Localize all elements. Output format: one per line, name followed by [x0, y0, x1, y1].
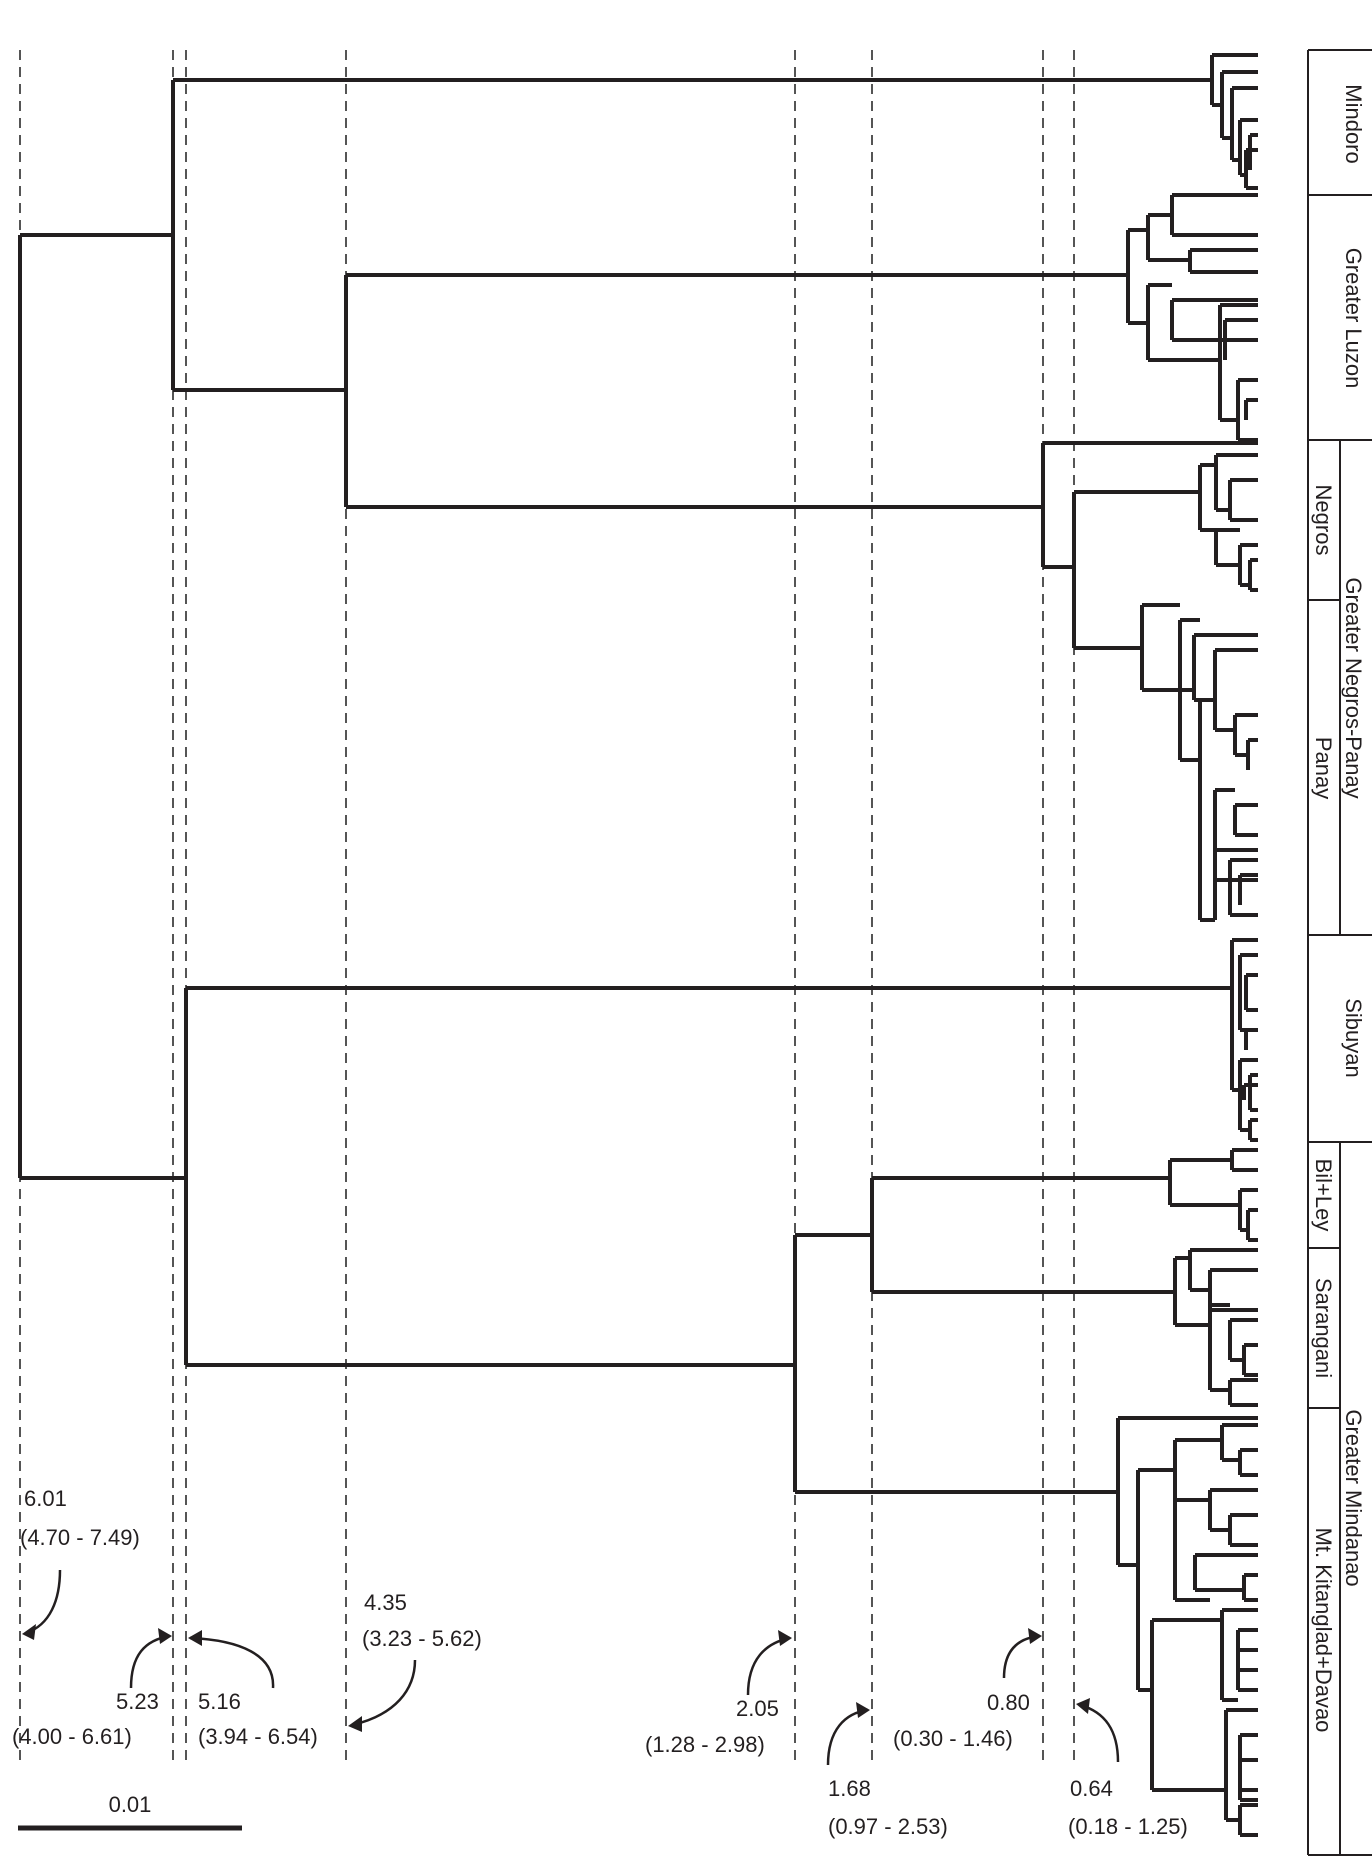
clade-negros: [1198, 453, 1258, 592]
clade-mindoro: [1210, 53, 1258, 190]
arrow-0-64: [1079, 1703, 1120, 1763]
arrow-1-68: [826, 1708, 869, 1766]
region-boxes: [1307, 49, 1372, 1856]
interval-4-35: (3.23 - 5.62): [362, 1626, 482, 1651]
scale-bar: 0.01: [18, 1792, 242, 1831]
age-5-16: 5.16: [198, 1689, 241, 1714]
arrow-5-16: [189, 1636, 275, 1689]
arrowhead-2-05: [778, 1630, 792, 1646]
node-0-80: [1041, 441, 1258, 569]
node-4-35: [344, 273, 1128, 509]
arrowhead-6-01: [22, 1624, 36, 1640]
age-1-68: 1.68: [828, 1776, 871, 1801]
terminal-clades: [1116, 53, 1258, 1837]
node-2-05: [793, 1233, 1118, 1494]
clade-panay: [1140, 603, 1258, 922]
clade-bil-ley: [1168, 1148, 1258, 1242]
node-0-64: [1072, 490, 1200, 650]
interval-0-80: (0.30 - 1.46): [893, 1726, 1013, 1751]
age-6-01: 6.01: [24, 1486, 67, 1511]
region-sarangani: Sarangani: [1311, 1278, 1336, 1378]
interval-1-68: (0.97 - 2.53): [828, 1814, 948, 1839]
arrowhead-0-80: [1028, 1628, 1042, 1644]
time-lines: [19, 50, 1075, 1765]
region-kitanglad-davao: Mt. Kitanglad+Davao: [1311, 1528, 1336, 1733]
arrow-5-23: [129, 1634, 171, 1689]
age-labels: 6.01 (4.70 - 7.49) 5.23 (4.00 - 6.61) 5.…: [12, 1486, 1188, 1839]
clade-greater-luzon: [1126, 193, 1258, 442]
node-5-23: [171, 78, 1212, 392]
arrow-2-05: [746, 1636, 791, 1696]
age-0-64: 0.64: [1070, 1776, 1113, 1801]
interval-2-05: (1.28 - 2.98): [645, 1732, 765, 1757]
node-5-16: [184, 986, 1232, 1367]
arrow-6-01: [25, 1569, 62, 1635]
age-2-05: 2.05: [736, 1696, 779, 1721]
arrow-heads: [22, 1624, 1090, 1732]
region-greater-mindanao: Greater Mindanao: [1341, 1409, 1366, 1586]
interval-5-23: (4.00 - 6.61): [12, 1724, 132, 1749]
arrowhead-4-35: [348, 1716, 362, 1732]
arrowhead-5-16: [188, 1630, 202, 1646]
arrowhead-1-68: [856, 1702, 870, 1718]
arrowhead-0-64: [1076, 1698, 1090, 1714]
interval-6-01: (4.70 - 7.49): [20, 1525, 140, 1550]
clade-kitanglad-davao: [1116, 1416, 1258, 1837]
node-1-68: [870, 1176, 1175, 1294]
region-negros: Negros: [1311, 485, 1336, 556]
clade-sibuyan: [1230, 938, 1258, 1142]
region-mindoro: Mindoro: [1341, 84, 1366, 163]
region-bil-ley: Bil+Ley: [1311, 1159, 1336, 1232]
arrow-0-80: [1002, 1634, 1041, 1679]
clade-sarangani: [1173, 1248, 1258, 1407]
scale-bar-label: 0.01: [109, 1792, 152, 1817]
age-0-80: 0.80: [987, 1690, 1030, 1715]
tree-backbone: [18, 78, 1258, 1494]
region-sibuyan: Sibuyan: [1341, 998, 1366, 1078]
age-5-23: 5.23: [116, 1689, 159, 1714]
region-greater-negros-panay: Greater Negros-Panay: [1341, 577, 1366, 798]
interval-5-16: (3.94 - 6.54): [198, 1724, 318, 1749]
root-node: [18, 233, 186, 1180]
region-labels: Mindoro Greater Luzon Negros Greater Neg…: [1311, 84, 1366, 1732]
arrowhead-5-23: [158, 1628, 172, 1644]
interval-0-64: (0.18 - 1.25): [1068, 1814, 1188, 1839]
age-4-35: 4.35: [364, 1590, 407, 1615]
region-panay: Panay: [1311, 737, 1336, 799]
region-greater-luzon: Greater Luzon: [1341, 248, 1366, 389]
arrow-4-35: [351, 1659, 417, 1727]
